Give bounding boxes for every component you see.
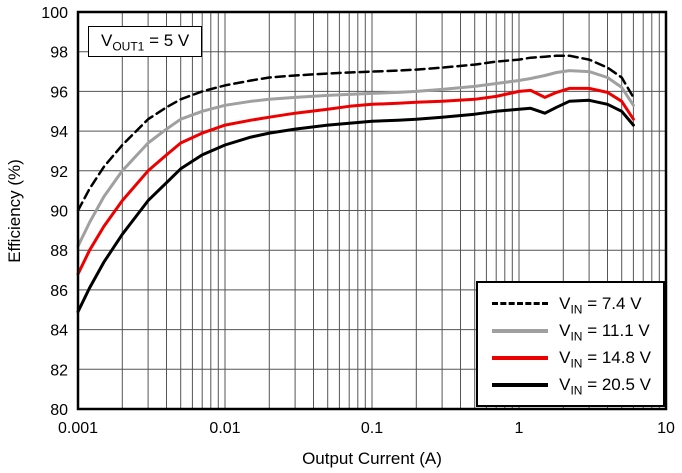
x-tick-label: 0.01	[209, 420, 240, 437]
x-tick-label: 0.1	[361, 420, 383, 437]
legend-line-sample	[492, 382, 549, 387]
legend-entry-label: VIN = 11.1 V	[559, 320, 650, 343]
annotation-pre: V	[101, 31, 113, 50]
plot-frame	[76, 10, 668, 411]
legend-line-sample	[492, 302, 549, 305]
y-tick-label: 84	[50, 323, 68, 340]
y-tick-label: 86	[50, 283, 68, 300]
y-tick-label: 90	[50, 204, 68, 221]
legend-entry-label: VIN = 14.8 V	[559, 347, 651, 370]
legend-line-sample	[492, 328, 549, 333]
x-axis-title: Output Current (A)	[302, 449, 442, 468]
y-tick-label: 88	[50, 243, 68, 260]
y-tick-label: 100	[41, 5, 68, 22]
series-line-vin-14p8	[76, 86, 635, 276]
x-tick-label: 0.001	[58, 420, 98, 437]
y-tick-label: 80	[50, 402, 68, 419]
y-tick-label: 94	[50, 124, 68, 141]
legend-entry: VIN = 7.4 V	[492, 290, 651, 317]
series-line-vin-20p5	[76, 98, 635, 314]
legend-line-sample	[492, 355, 549, 360]
y-tick-label: 92	[50, 164, 68, 181]
legend-entry: VIN = 14.8 V	[492, 344, 651, 371]
legend-entry: VIN = 11.1 V	[492, 317, 651, 344]
annotation-post: = 5 V	[144, 31, 190, 50]
vout-annotation: VOUT1 = 5 V	[88, 26, 203, 57]
legend-entry-label: VIN = 20.5 V	[559, 374, 651, 397]
legend: VIN = 7.4 V VIN = 11.1 V VIN = 14.8 V VIN =…	[476, 281, 665, 407]
y-tick-label: 98	[50, 45, 68, 62]
y-tick-label: 82	[50, 362, 68, 379]
legend-entry: VIN = 20.5 V	[492, 371, 651, 398]
series-line-vin-7p4	[76, 54, 635, 212]
x-tick-label: 10	[657, 420, 675, 437]
y-axis-title: Efficiency (%)	[5, 159, 24, 263]
legend-entry-label: VIN = 7.4 V	[559, 293, 642, 316]
series-line-vin-11p1	[76, 69, 635, 248]
x-tick-label: 1	[515, 420, 524, 437]
y-tick-label: 96	[50, 84, 68, 101]
annotation-sub: OUT1	[112, 39, 145, 54]
